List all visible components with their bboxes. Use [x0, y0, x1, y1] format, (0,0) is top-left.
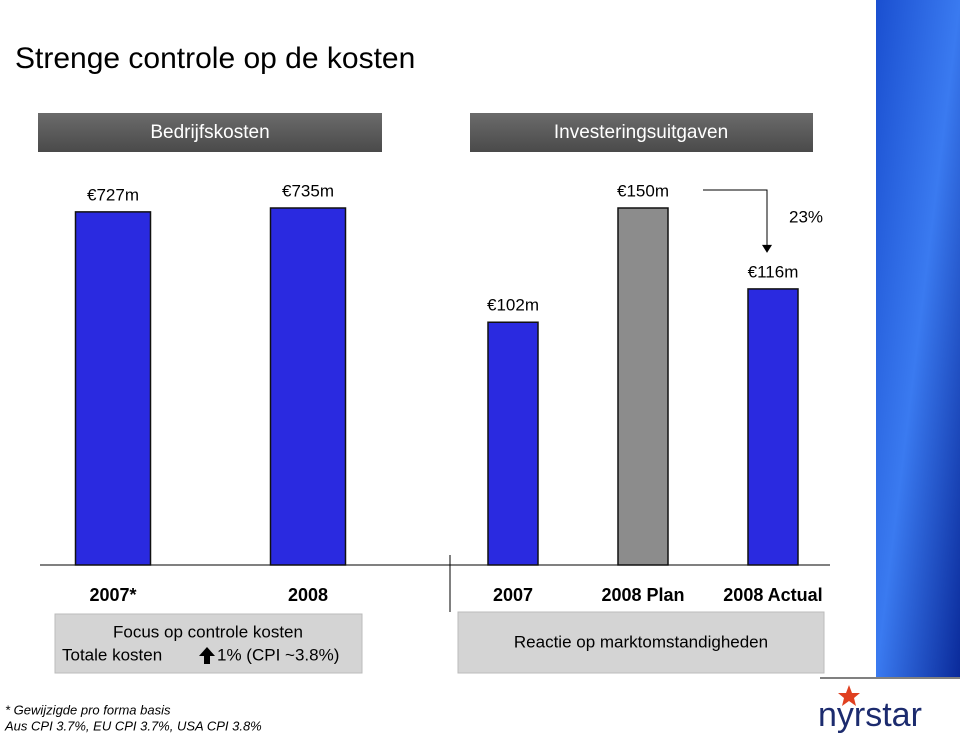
logo: nyrstar	[818, 696, 922, 734]
category-label: 2008	[288, 585, 328, 605]
category-label: 2008 Actual	[723, 585, 822, 605]
bar	[487, 321, 539, 566]
category-label: 2007	[493, 585, 533, 605]
note-box	[457, 611, 825, 674]
annotation: 23%	[789, 207, 823, 226]
footnote: * Gewijzigde pro forma basis	[5, 702, 171, 717]
note: Reactie op marktomstandigheden	[514, 632, 768, 651]
side-image	[876, 0, 960, 677]
value-label: €102m	[487, 296, 539, 315]
header-box	[38, 113, 382, 152]
note: Focus op controle kosten	[113, 622, 303, 641]
value-label: €727m	[87, 185, 139, 204]
bar	[617, 207, 669, 566]
value-label: €150m	[617, 181, 669, 200]
value-label: €735m	[282, 181, 334, 200]
note: Totale kosten	[62, 645, 162, 664]
chart-title: Bedrijfskosten	[150, 122, 269, 143]
annotation-arrow	[703, 189, 768, 249]
value-label: €116m	[748, 262, 799, 281]
bar	[747, 288, 799, 566]
chart-title: Investeringsuitgaven	[554, 122, 728, 143]
bar	[74, 211, 152, 566]
up-arrow-icon	[199, 647, 215, 664]
header-box	[470, 113, 813, 152]
category-label: 2007*	[89, 585, 136, 605]
note: 1% (CPI ~3.8%)	[217, 645, 339, 664]
footnote: Aus CPI 3.7%, EU CPI 3.7%, USA CPI 3.8%	[4, 718, 262, 733]
bar	[269, 207, 347, 566]
category-label: 2008 Plan	[601, 585, 684, 605]
annotation-arrowhead	[762, 244, 772, 253]
logo-star	[838, 685, 860, 706]
slide-title: Strenge controle op de kosten	[15, 42, 415, 75]
